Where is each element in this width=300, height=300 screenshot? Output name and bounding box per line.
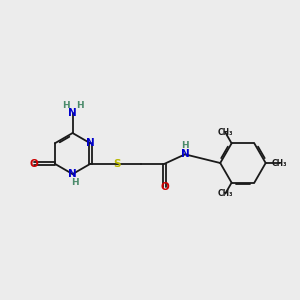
Text: CH₃: CH₃ xyxy=(272,158,288,167)
Text: H: H xyxy=(71,178,79,188)
Text: H: H xyxy=(76,101,83,110)
Text: H: H xyxy=(62,101,70,110)
Text: CH₃: CH₃ xyxy=(218,128,233,137)
Text: S: S xyxy=(113,159,121,169)
Text: N: N xyxy=(181,149,189,159)
Text: O: O xyxy=(160,182,169,193)
Text: H: H xyxy=(181,141,189,150)
Text: N: N xyxy=(68,107,77,118)
Text: CH₃: CH₃ xyxy=(218,189,233,198)
Text: N: N xyxy=(68,169,77,179)
Text: O: O xyxy=(30,159,39,169)
Text: N: N xyxy=(86,138,95,148)
